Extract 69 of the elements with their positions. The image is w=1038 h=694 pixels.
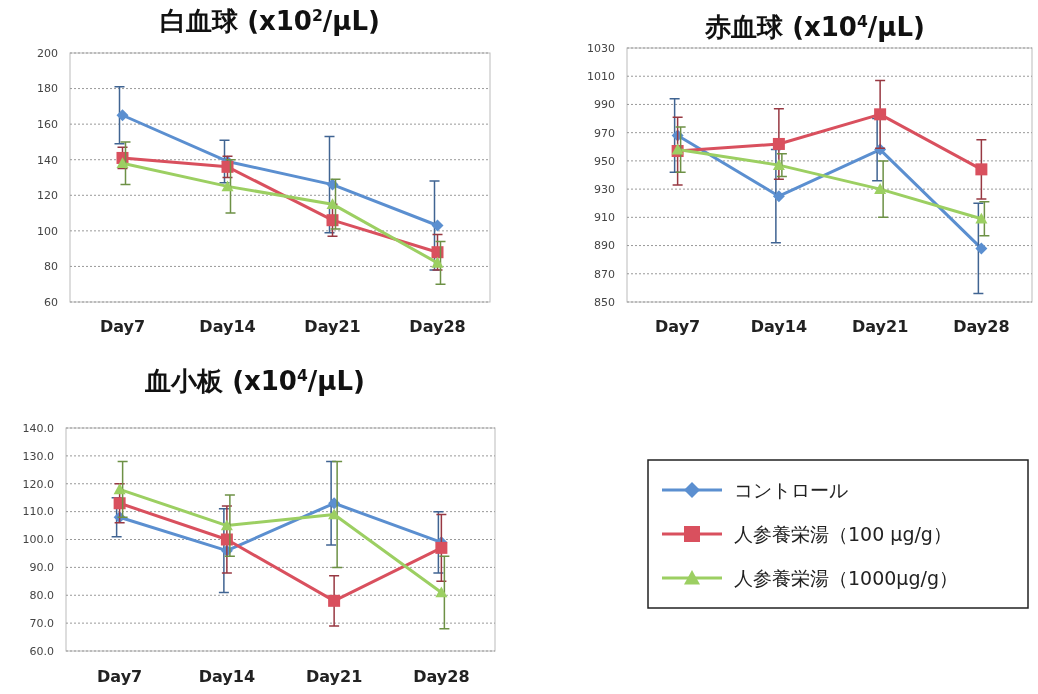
y-tick-label: 120.0 <box>22 477 54 491</box>
point <box>975 242 988 255</box>
y-tick-label: 120 <box>37 189 58 203</box>
x-tick-label: Day28 <box>953 317 1010 336</box>
x-tick-label: Day7 <box>655 317 701 336</box>
point <box>113 497 126 510</box>
x-tick-label: Day21 <box>305 667 363 686</box>
y-tick-label: 140 <box>37 153 58 167</box>
y-tick-label: 70.0 <box>29 616 54 630</box>
point <box>116 109 129 122</box>
chart-title: 赤血球 (x10$^{4}$/μL) <box>704 12 925 42</box>
point <box>431 256 444 268</box>
point <box>772 159 785 170</box>
point <box>874 108 887 121</box>
y-tick-label: 890 <box>594 239 615 253</box>
x-tick-label: Day7 <box>99 317 146 336</box>
y-tick-label: 930 <box>594 182 615 196</box>
point <box>326 178 339 191</box>
point <box>431 219 444 232</box>
y-tick-label: 100.0 <box>22 533 54 547</box>
y-tick-label: 950 <box>594 154 615 168</box>
x-tick-label: Day21 <box>851 317 909 336</box>
point <box>874 183 887 194</box>
point <box>113 483 126 495</box>
chart-title: 血小板 (x10$^{4}$/μL) <box>144 366 365 396</box>
point <box>326 214 339 227</box>
point <box>328 594 341 607</box>
point <box>772 190 785 203</box>
y-tick-label: 110.0 <box>22 505 54 519</box>
point <box>975 163 988 176</box>
y-tick-label: 160 <box>37 117 58 131</box>
point <box>221 160 234 173</box>
x-tick-label: Day28 <box>409 317 466 336</box>
legend-label: 人参養栄湯（1000μg/g） <box>734 566 958 589</box>
y-tick-label: 60.0 <box>29 644 54 658</box>
y-tick-label: 990 <box>594 98 615 112</box>
point <box>435 541 448 554</box>
point <box>431 246 444 259</box>
x-tick-label: Day14 <box>198 667 256 686</box>
point <box>975 212 988 224</box>
y-tick-label: 90.0 <box>29 561 54 575</box>
y-tick-label: 1030 <box>587 41 615 55</box>
y-tick-label: 850 <box>594 295 615 309</box>
point <box>772 137 785 150</box>
x-tick-label: Day14 <box>750 317 808 336</box>
point <box>116 157 129 169</box>
y-tick-label: 140.0 <box>22 421 54 435</box>
y-tick-label: 80 <box>44 260 58 274</box>
chart-title: 白血球 (x10$^{2}$/μL) <box>160 6 380 36</box>
point <box>326 198 339 209</box>
y-tick-label: 100 <box>37 224 58 238</box>
y-tick-label: 970 <box>594 126 615 140</box>
y-tick-label: 1010 <box>587 70 615 84</box>
y-tick-label: 130.0 <box>22 449 54 463</box>
y-tick-label: 180 <box>37 82 58 96</box>
y-tick-label: 910 <box>594 211 615 225</box>
x-tick-label: Day14 <box>199 317 256 336</box>
legend-label: 人参養栄湯（100 μg/g） <box>734 522 952 545</box>
x-tick-label: Day21 <box>304 317 361 336</box>
y-tick-label: 200 <box>37 46 58 60</box>
y-tick-label: 80.0 <box>29 589 54 603</box>
y-tick-label: 60 <box>44 295 58 309</box>
point <box>435 586 448 598</box>
point <box>221 180 234 192</box>
y-tick-label: 870 <box>594 267 615 281</box>
point <box>220 519 233 531</box>
legend-label: コントロール <box>734 478 848 501</box>
x-tick-label: Day28 <box>413 667 470 686</box>
x-tick-label: Day7 <box>97 667 143 686</box>
